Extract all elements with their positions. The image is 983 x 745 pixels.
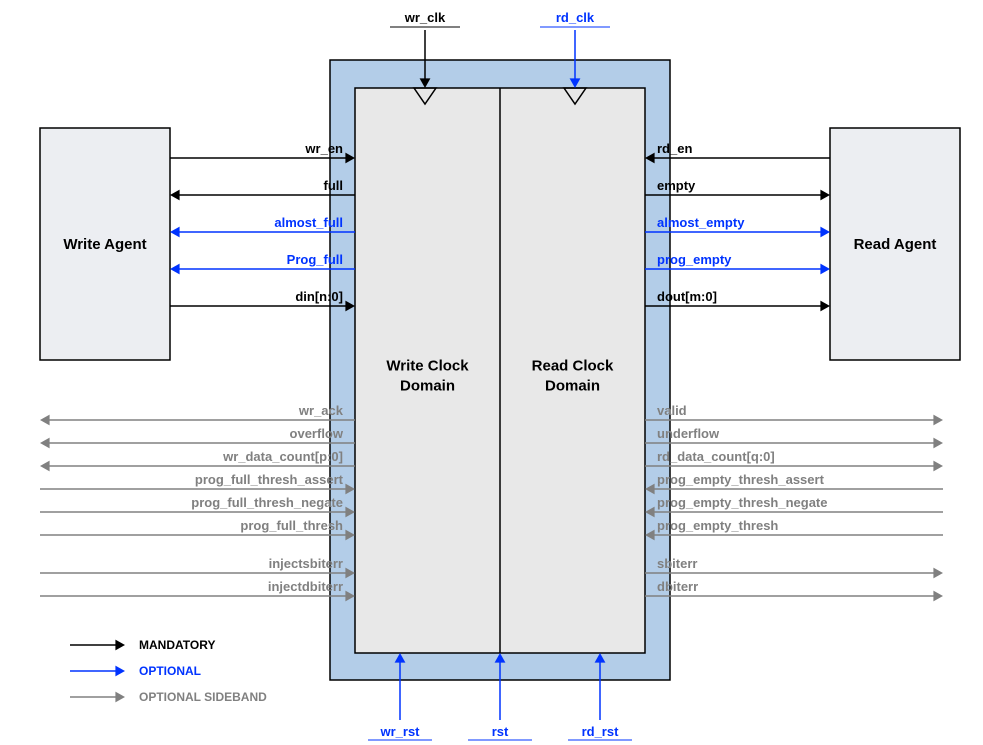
legend-arrow-sideband: [70, 692, 125, 703]
label-wr_en: wr_en: [304, 141, 343, 156]
label-injectsbiterr: injectsbiterr: [269, 556, 343, 571]
fifo-block-diagram: Write Clock Domain Read Clock Domain Write A…: [0, 0, 983, 745]
label-prog_empty_thresh_assert: prog_empty_thresh_assert: [657, 472, 825, 487]
label-wr_clk: wr_clk: [404, 10, 446, 25]
label-wr_data_count[p:0]: wr_data_count[p:0]: [222, 449, 343, 464]
legend-arrow-optional: [70, 666, 125, 677]
label-injectdbiterr: injectdbiterr: [268, 579, 343, 594]
svg-text:Domain: Domain: [545, 378, 600, 395]
label-underflow: underflow: [657, 426, 720, 441]
legend-arrow-mandatory: [70, 640, 125, 651]
label-prog_full_thresh_negate: prog_full_thresh_negate: [191, 495, 343, 510]
read-clock-domain-label: Read Clock: [532, 358, 614, 375]
label-prog_full_thresh: prog_full_thresh: [240, 518, 343, 533]
legend-label-sideband: OPTIONAL SIDEBAND: [139, 690, 267, 704]
label-rd_clk: rd_clk: [556, 10, 595, 25]
label-empty: empty: [657, 178, 696, 193]
label-dout[m:0]: dout[m:0]: [657, 289, 717, 304]
label-almost_empty: almost_empty: [657, 215, 745, 230]
signal-rd_clk: [570, 30, 581, 88]
label-wr_ack: wr_ack: [298, 403, 344, 418]
label-wr_rst: wr_rst: [379, 724, 420, 739]
label-prog_empty_thresh: prog_empty_thresh: [657, 518, 778, 533]
label-dbiterr: dbiterr: [657, 579, 698, 594]
label-rst: rst: [492, 724, 509, 739]
write-clock-domain-label: Write Clock: [386, 358, 469, 375]
read-agent-box-label: Read Agent: [854, 236, 937, 253]
label-rd_en: rd_en: [657, 141, 692, 156]
label-Prog_full: Prog_full: [287, 252, 343, 267]
signal-wr_clk: [420, 30, 431, 88]
label-din[n:0]: din[n:0]: [295, 289, 343, 304]
label-full: full: [324, 178, 344, 193]
label-valid: valid: [657, 403, 687, 418]
label-rd_rst: rd_rst: [582, 724, 620, 739]
svg-text:Domain: Domain: [400, 378, 455, 395]
label-prog_empty_thresh_negate: prog_empty_thresh_negate: [657, 495, 828, 510]
legend-label-optional: OPTIONAL: [139, 664, 201, 678]
label-prog_full_thresh_assert: prog_full_thresh_assert: [195, 472, 344, 487]
label-overflow: overflow: [290, 426, 344, 441]
label-rd_data_count[q:0]: rd_data_count[q:0]: [657, 449, 775, 464]
label-sbiterr: sbiterr: [657, 556, 697, 571]
signal-valid: [645, 415, 943, 426]
legend-label-mandatory: MANDATORY: [139, 638, 215, 652]
label-prog_empty: prog_empty: [657, 252, 732, 267]
label-almost_full: almost_full: [274, 215, 343, 230]
write-agent-box-label: Write Agent: [63, 236, 146, 253]
